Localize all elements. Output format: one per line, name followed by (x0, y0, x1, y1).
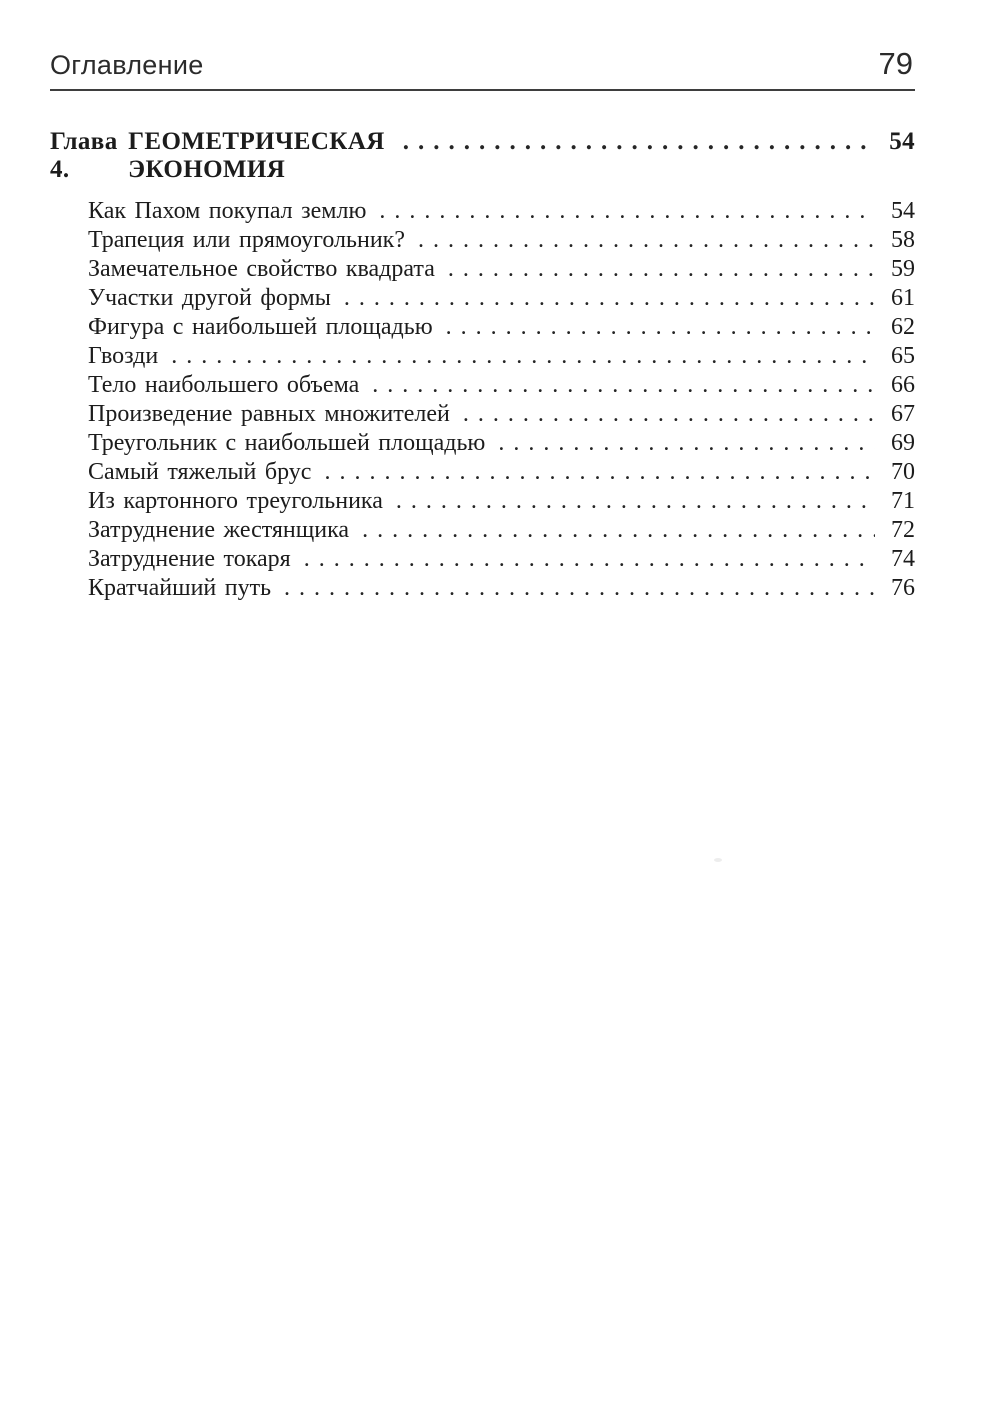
leader-dots (396, 487, 875, 516)
chapter-heading-row: Глава 4. ГЕОМЕТРИЧЕСКАЯ ЭКОНОМИЯ 54 (50, 128, 915, 184)
toc-entry-page: 74 (891, 546, 915, 572)
toc-entry: Фигура с наибольшей площадью 62 (88, 313, 915, 342)
toc-entry-page: 69 (891, 430, 915, 456)
leader-dots (403, 128, 875, 156)
toc-entry-page: 66 (891, 372, 915, 398)
toc-entry: Затруднение жестянщика 72 (88, 516, 915, 545)
header-rule (50, 89, 915, 91)
toc-entry-page: 62 (891, 314, 915, 340)
toc-entry-page: 65 (891, 343, 915, 369)
toc-entry: Произведение равных множителей 67 (88, 400, 915, 429)
leader-dots (372, 371, 875, 400)
toc-entry-page: 61 (891, 285, 915, 311)
toc-entry-title: Участки другой формы (88, 285, 331, 311)
toc-entry-title: Трапеция или прямоугольник? (88, 227, 405, 253)
toc-entry: Затруднение токаря 74 (88, 545, 915, 574)
toc-entry-title: Кратчайший путь (88, 575, 272, 601)
toc-entry-list: Как Пахом покупал землю 54 Трапеция или … (50, 197, 915, 603)
toc-entry: Тело наибольшего объема 66 (88, 371, 915, 400)
leader-dots (498, 429, 875, 458)
table-of-contents: Глава 4. ГЕОМЕТРИЧЕСКАЯ ЭКОНОМИЯ 54 Как … (50, 128, 915, 603)
toc-entry: Трапеция или прямоугольник? 58 (88, 226, 915, 255)
toc-entry-page: 71 (891, 488, 915, 514)
toc-entry-title: Гвозди (88, 343, 159, 369)
leader-dots (448, 255, 875, 284)
toc-entry-title: Затруднение жестянщика (88, 517, 350, 543)
leader-dots (418, 226, 875, 255)
toc-entry-title: Фигура с наибольшей площадью (88, 314, 433, 340)
chapter-page: 54 (889, 128, 915, 155)
toc-entry-title: Произведение равных множителей (88, 401, 450, 427)
toc-entry-title: Замечательное свойство квадрата (88, 256, 435, 282)
toc-entry-page: 72 (891, 517, 915, 543)
leader-dots (304, 545, 875, 574)
toc-entry: Замечательное свойство квадрата 59 (88, 255, 915, 284)
leader-dots (446, 313, 875, 342)
chapter-title: ГЕОМЕТРИЧЕСКАЯ ЭКОНОМИЯ (128, 128, 385, 183)
toc-entry-title: Тело наибольшего объема (88, 372, 360, 398)
toc-entry-title: Самый тяжелый брус (88, 459, 312, 485)
toc-entry-title: Как Пахом покупал землю (88, 198, 367, 224)
toc-entry: Самый тяжелый брус 70 (88, 458, 915, 487)
toc-entry: Кратчайший путь 76 (88, 574, 915, 603)
toc-entry-title: Затруднение токаря (88, 546, 291, 572)
toc-entry-page: 59 (891, 256, 915, 282)
toc-entry: Из картонного треугольника 71 (88, 487, 915, 516)
leader-dots (344, 284, 875, 313)
leader-dots (379, 197, 875, 226)
toc-entry-page: 54 (891, 198, 915, 224)
leader-dots (362, 516, 875, 545)
running-head: Оглавление 79 (50, 46, 915, 82)
toc-entry-title: Треугольник с наибольшей площадью (88, 430, 486, 456)
toc-entry: Треугольник с наибольшей площадью 69 (88, 429, 915, 458)
leader-dots (171, 342, 875, 371)
leader-dots (284, 574, 875, 603)
toc-entry-page: 67 (891, 401, 915, 427)
page-number: 79 (878, 46, 913, 81)
toc-entry-page: 76 (891, 575, 915, 601)
toc-entry: Участки другой формы 61 (88, 284, 915, 313)
running-head-title: Оглавление (50, 50, 204, 80)
toc-entry-page: 58 (891, 227, 915, 253)
leader-dots (463, 400, 875, 429)
scan-artifact-speck (714, 858, 722, 862)
toc-entry-page: 70 (891, 459, 915, 485)
chapter-label: Глава 4. (50, 128, 118, 183)
toc-entry: Как Пахом покупал землю 54 (88, 197, 915, 226)
leader-dots (324, 458, 875, 487)
toc-entry-title: Из картонного треугольника (88, 488, 383, 514)
toc-entry: Гвозди 65 (88, 342, 915, 371)
